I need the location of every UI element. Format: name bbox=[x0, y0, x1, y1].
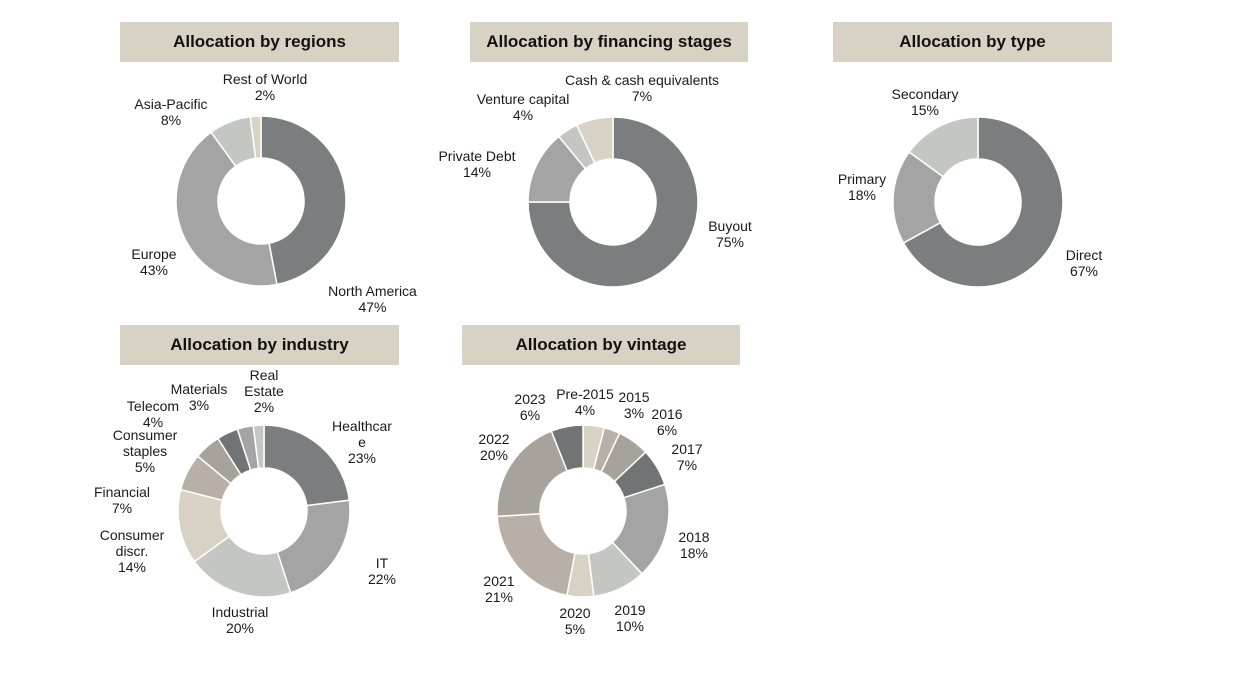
slice-label-2023: 2023 6% bbox=[514, 391, 546, 423]
slice-label-2020: 2020 5% bbox=[559, 605, 591, 637]
donut-chart-type bbox=[892, 116, 1064, 288]
slice-label-it: IT 22% bbox=[367, 555, 397, 587]
slice-label-consumer-discr: Consumer discr. 14% bbox=[99, 527, 165, 575]
slice-label-2015: 2015 3% bbox=[618, 389, 650, 421]
donut-slice bbox=[263, 424, 351, 507]
slice-label-industrial: Industrial 20% bbox=[211, 604, 269, 636]
slice-label-north-america: North America 47% bbox=[328, 283, 417, 315]
slice-label-2017: 2017 7% bbox=[671, 441, 703, 473]
slice-label-financial: Financial 7% bbox=[93, 484, 151, 516]
donut-slice bbox=[902, 116, 1064, 288]
slice-label-primary: Primary 18% bbox=[837, 171, 887, 203]
slice-label-healthcare: Healthcar e 23% bbox=[332, 418, 392, 466]
donut-slice bbox=[276, 499, 351, 594]
slice-label-telecom: Telecom 4% bbox=[126, 398, 180, 430]
donut-slice bbox=[550, 424, 584, 472]
chart-title-financing-stages: Allocation by financing stages bbox=[470, 22, 748, 62]
donut-slice bbox=[252, 424, 265, 470]
donut-chart-financing-stages bbox=[527, 116, 699, 288]
slice-label-2021: 2021 21% bbox=[483, 573, 515, 605]
slice-label-secondary: Secondary 15% bbox=[891, 86, 959, 118]
chart-title-type: Allocation by type bbox=[833, 22, 1112, 62]
slice-label-pre-2015: Pre-2015 4% bbox=[556, 386, 614, 418]
slice-label-venture-capital: Venture capital 4% bbox=[476, 91, 570, 123]
chart-title-vintage: Allocation by vintage bbox=[462, 325, 740, 365]
slice-label-private-debt: Private Debt 14% bbox=[438, 148, 516, 180]
slice-label-direct: Direct 67% bbox=[1065, 247, 1103, 279]
slice-label-rest-of-world: Rest of World 2% bbox=[222, 71, 308, 103]
slice-label-2019: 2019 10% bbox=[614, 602, 646, 634]
donut-slice bbox=[527, 116, 699, 288]
slice-label-buyout: Buyout 75% bbox=[708, 218, 752, 250]
slice-label-consumer-staples: Consumer staples 5% bbox=[112, 427, 178, 475]
donut-slice bbox=[175, 131, 278, 287]
chart-title-industry: Allocation by industry bbox=[120, 325, 399, 365]
donut-chart-regions bbox=[175, 115, 347, 287]
slice-label-2018: 2018 18% bbox=[678, 529, 710, 561]
donut-chart-vintage bbox=[496, 424, 670, 598]
donut-chart-industry bbox=[177, 424, 351, 598]
donut-slice bbox=[249, 115, 262, 160]
slice-label-materials: Materials 3% bbox=[170, 381, 228, 413]
donut-slice bbox=[575, 116, 614, 165]
slice-label-real-estate: Real Estate 2% bbox=[244, 367, 284, 415]
donut-slice bbox=[260, 115, 347, 286]
slice-label-europe: Europe 43% bbox=[131, 246, 177, 278]
chart-title-regions: Allocation by regions bbox=[120, 22, 399, 62]
slice-label-2016: 2016 6% bbox=[651, 406, 683, 438]
slice-label-cash: Cash & cash equivalents 7% bbox=[564, 72, 720, 104]
slice-label-2022: 2022 20% bbox=[478, 431, 510, 463]
slice-label-asia-pacific: Asia-Pacific 8% bbox=[134, 96, 208, 128]
donut-slice bbox=[908, 116, 979, 178]
